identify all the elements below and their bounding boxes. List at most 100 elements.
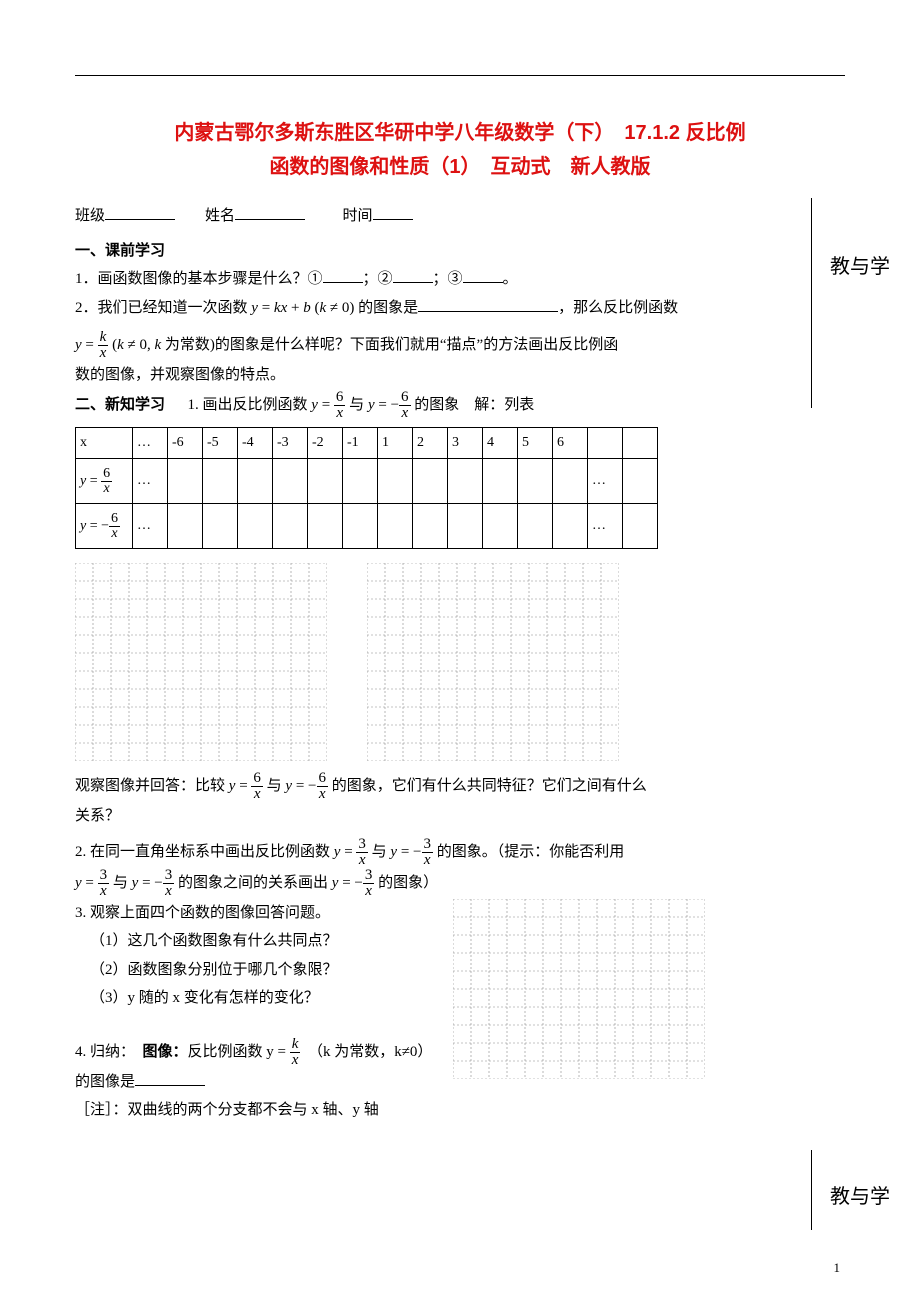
y2-4[interactable] (308, 504, 343, 549)
time-blank[interactable] (373, 204, 413, 220)
y2-3[interactable] (273, 504, 308, 549)
grid-right[interactable] (367, 563, 619, 761)
s1-q1-prefix: 1．画函数图像的基本步骤是什么？① (75, 271, 323, 287)
y2-5[interactable] (343, 504, 378, 549)
class-blank[interactable] (105, 204, 175, 220)
y1-6[interactable] (378, 459, 413, 504)
observe-line2: 关系？ (75, 802, 705, 831)
y1-7[interactable] (413, 459, 448, 504)
s2-intro-a: 1. 画出反比例函数 (188, 396, 312, 412)
s1-q2-c: ，那么反比例函数 (558, 300, 678, 316)
margin-vline-2 (811, 1150, 812, 1230)
s2q2-l2b: 的图象之间的关系画出 (174, 875, 332, 891)
page-number: 1 (834, 1260, 841, 1276)
s2-q2-line2: y = 3x 与 y = −3x 的图象之间的关系画出 y = −3x 的图象） (75, 868, 705, 899)
y2-blank[interactable] (623, 504, 658, 549)
y2-6[interactable] (378, 504, 413, 549)
s1-q1-blank2[interactable] (393, 267, 433, 283)
s2-intro-b: 与 (345, 396, 368, 412)
xv10: 5 (518, 427, 553, 459)
y1-9[interactable] (483, 459, 518, 504)
s1-q2-line2: y = kx (k ≠ 0, k 为常数)的图象是什么样呢？下面我们就用“描点”… (75, 330, 705, 361)
xv0: -6 (168, 427, 203, 459)
section1-heading: 一、课前学习 (75, 237, 705, 266)
s1-q2-line2a: 的图象是什么样呢？下面我们就用“描点”的方法画出反比例函 (215, 337, 618, 353)
xt-dots3: … (133, 504, 168, 549)
s2-q2-line1: 2. 在同一直角坐标系中画出反比例函数 y = 3x 与 y = −3x 的图象… (75, 837, 705, 868)
xv1: -5 (203, 427, 238, 459)
title-line-2: 函数的图像和性质（1） 互动式 新人教版 (269, 156, 650, 178)
xv-blank-a[interactable] (588, 427, 623, 459)
s2q2-c: 的图象。（提示：你能否利用 (433, 844, 624, 860)
section2-heading: 二、新知学习 (75, 396, 165, 412)
s1-q1: 1．画函数图像的基本步骤是什么？①；②；③。 (75, 265, 705, 294)
value-table: x … -6 -5 -4 -3 -2 -1 1 2 3 4 5 6 y = 6x… (75, 427, 658, 550)
s1-q1-blank1[interactable] (323, 267, 363, 283)
table-row-x: x … -6 -5 -4 -3 -2 -1 1 2 3 4 5 6 (76, 427, 658, 459)
xt-row2-label: y = 6x (76, 459, 133, 504)
y2-10[interactable] (518, 504, 553, 549)
obs-b: 与 (263, 778, 286, 794)
y1-2[interactable] (238, 459, 273, 504)
y2-7[interactable] (413, 504, 448, 549)
name-label: 姓名 (205, 208, 235, 224)
side-note-top: 教与学 (830, 250, 890, 279)
xv2: -4 (238, 427, 273, 459)
y1-1[interactable] (203, 459, 238, 504)
xv3: -3 (273, 427, 308, 459)
y1-5[interactable] (343, 459, 378, 504)
obs-a: 观察图像并回答：比较 (75, 778, 229, 794)
table-row-y2: y = −6x … … (76, 504, 658, 549)
y1-blank[interactable] (623, 459, 658, 504)
q3-wrap: 3. 观察上面四个函数的图像回答问题。 （1）这几个函数图象有什么共同点？ （2… (75, 899, 705, 1125)
y2-1[interactable] (203, 504, 238, 549)
xt-row3-label: y = −6x (76, 504, 133, 549)
s1-q2-blank[interactable] (418, 296, 558, 312)
y2-11[interactable] (553, 504, 588, 549)
xv-blank-b[interactable] (623, 427, 658, 459)
q4-blank[interactable] (135, 1070, 205, 1086)
y1-4[interactable] (308, 459, 343, 504)
y2-9[interactable] (483, 504, 518, 549)
xt-dots2b: … (588, 459, 623, 504)
s1-q2-line1: 2．我们已经知道一次函数 y = kx + b (k ≠ 0) 的图象是，那么反… (75, 294, 705, 323)
s2-q3-1: （1）这几个函数图象有什么共同点？ (75, 927, 435, 956)
xv7: 2 (413, 427, 448, 459)
margin-vline-1 (811, 198, 812, 408)
s2-q3-3: （3）y 随的 x 变化有怎样的变化？ (75, 984, 435, 1013)
s1-q2-b: 的图象是 (354, 300, 418, 316)
s2-q3-2: （2）函数图象分别位于哪几个象限？ (75, 956, 435, 985)
grid-q3[interactable] (453, 899, 705, 1079)
s1-q1-end: 。 (503, 271, 518, 287)
y2-0[interactable] (168, 504, 203, 549)
title-line-1: 内蒙古鄂尔多斯东胜区华研中学八年级数学（下） 17.1.2 反比例 (174, 122, 745, 144)
xt-head-x: x (76, 427, 133, 459)
xv6: 1 (378, 427, 413, 459)
y1-10[interactable] (518, 459, 553, 504)
xv8: 3 (448, 427, 483, 459)
s1-q1-blank3[interactable] (463, 267, 503, 283)
obs-c: 的图象，它们有什么共同特征？它们之间有什么 (328, 778, 647, 794)
time-label: 时间 (343, 208, 373, 224)
y2-2[interactable] (238, 504, 273, 549)
y1-3[interactable] (273, 459, 308, 504)
xt-dots: … (133, 427, 168, 459)
y2-8[interactable] (448, 504, 483, 549)
doc-title: 内蒙古鄂尔多斯东胜区华研中学八年级数学（下） 17.1.2 反比例 函数的图像和… (75, 116, 845, 184)
y1-0[interactable] (168, 459, 203, 504)
q4-c: 反比例函数 (188, 1044, 267, 1060)
s1-q2-a: 2．我们已经知道一次函数 (75, 300, 251, 316)
s2-intro-c: 的图象 解：列表 (411, 396, 535, 412)
y1-11[interactable] (553, 459, 588, 504)
name-blank[interactable] (235, 204, 305, 220)
grids-row (75, 563, 705, 761)
table-row-y1: y = 6x … … (76, 459, 658, 504)
y1-8[interactable] (448, 459, 483, 504)
xt-dots2: … (133, 459, 168, 504)
grid-left[interactable] (75, 563, 327, 761)
xv4: -2 (308, 427, 343, 459)
xv9: 4 (483, 427, 518, 459)
s2-q3-intro: 3. 观察上面四个函数的图像回答问题。 (75, 899, 435, 928)
xt-dots3b: … (588, 504, 623, 549)
s2q2-l2c: 的图象） (374, 875, 438, 891)
